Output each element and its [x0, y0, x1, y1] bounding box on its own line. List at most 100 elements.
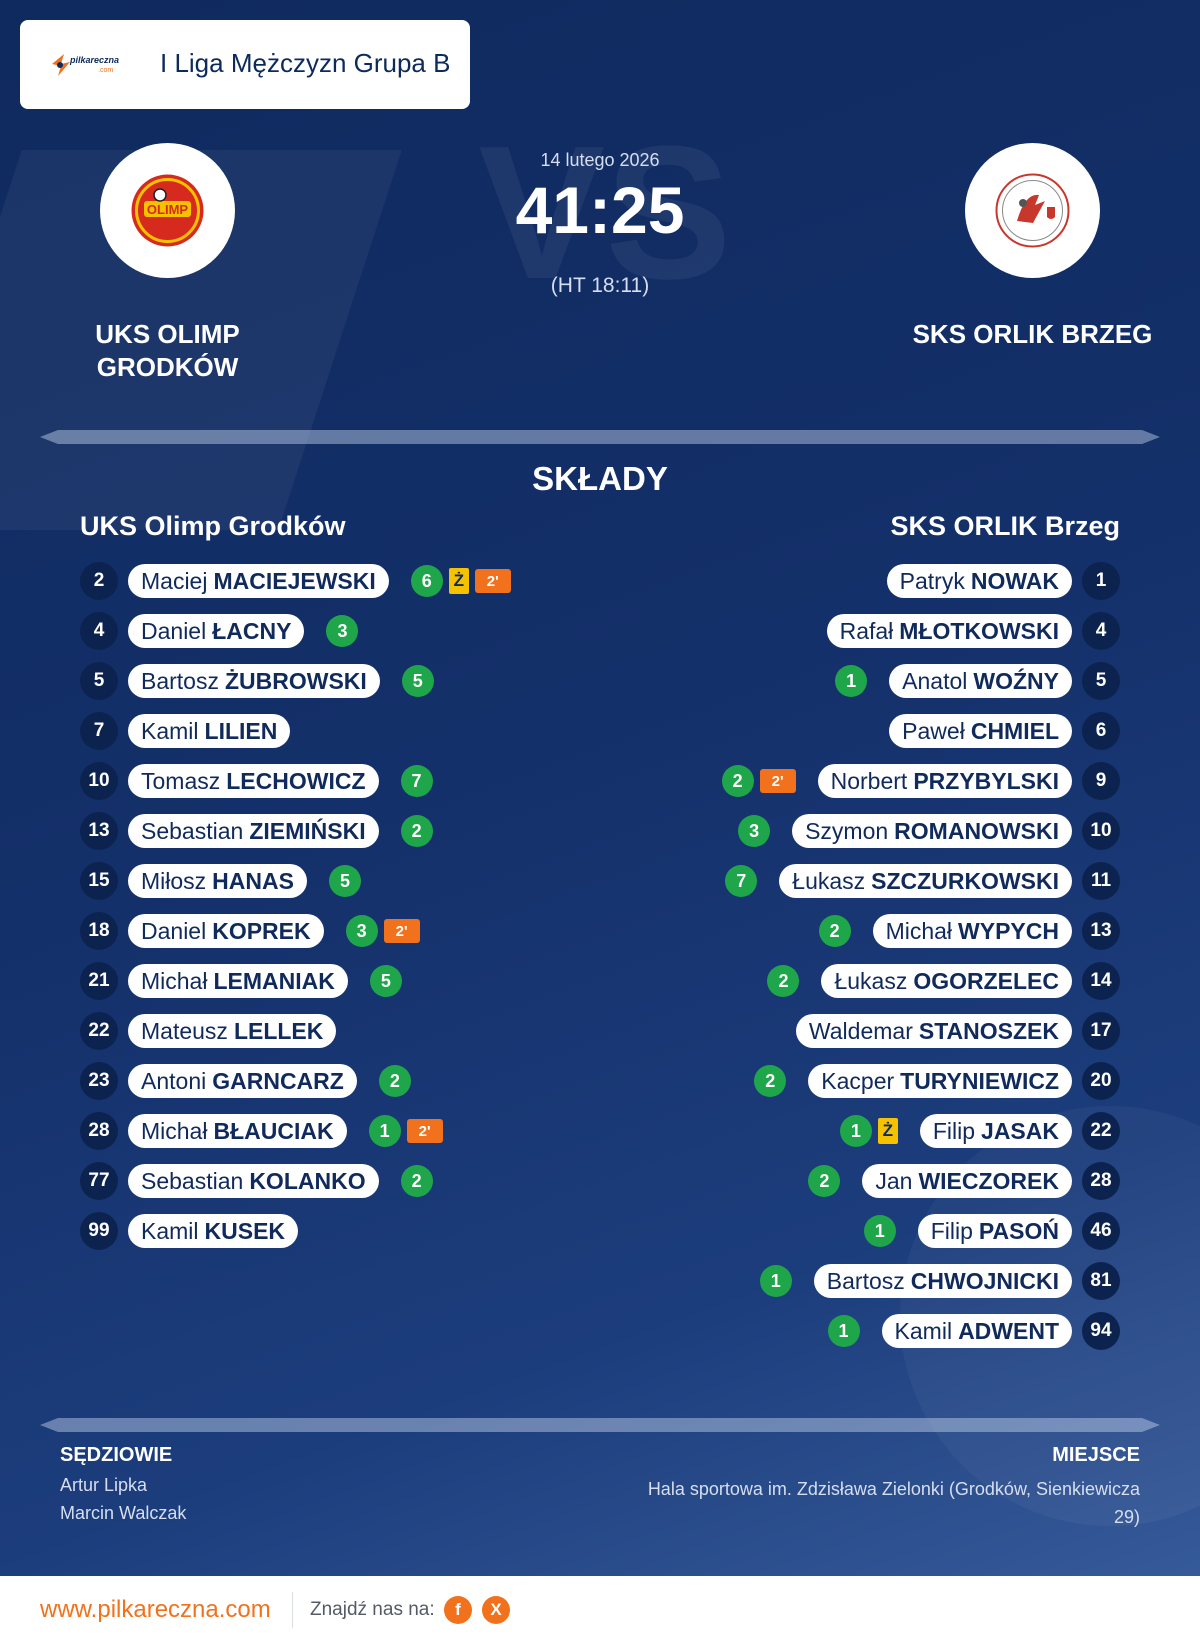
player-row: 3 Szymon ROMANOWSKI 10	[722, 806, 1120, 856]
player-stats: 1	[827, 1315, 860, 1347]
referees-title: SĘDZIOWIE	[60, 1444, 173, 1466]
goals-badge: 1	[759, 1265, 792, 1297]
orlik-crest	[995, 173, 1070, 248]
player-stats: 5	[328, 865, 361, 897]
player-name: Miłosz HANAS	[128, 864, 307, 898]
player-last-name: PASOŃ	[978, 1217, 1059, 1244]
player-first-name: Daniel	[141, 917, 207, 944]
player-row: 18 Daniel KOPREK 3 2'	[80, 906, 511, 956]
player-stats: 2	[400, 1165, 433, 1197]
player-row: 7 Łukasz SZCZURKOWSKI 11	[722, 856, 1120, 906]
player-number: 28	[80, 1112, 118, 1150]
player-stats: 3	[738, 815, 771, 847]
goals-badge: 3	[345, 915, 378, 947]
player-number: 28	[1082, 1162, 1120, 1200]
site-link[interactable]: www.pilkareczna.com	[40, 1596, 271, 1623]
match-date: 14 lutego 2026	[540, 150, 660, 170]
player-name: Sebastian ZIEMIŃSKI	[128, 814, 379, 848]
player-number: 20	[1082, 1062, 1120, 1100]
home-squad-list: 2 Maciej MACIEJEWSKI 6 Ż 2' 4 Daniel ŁACNY 3 5 Bart…	[80, 556, 511, 1256]
player-name: Maciej MACIEJEWSKI	[128, 564, 389, 598]
player-first-name: Filip	[932, 1117, 976, 1144]
player-number: 99	[80, 1212, 118, 1250]
player-stats: 3	[326, 615, 359, 647]
olimp-crest: OLIMP	[131, 174, 204, 247]
player-first-name: Kamil	[141, 1217, 199, 1244]
suspension-badge: 2'	[383, 919, 420, 943]
player-last-name: LECHOWICZ	[226, 767, 366, 794]
player-row: 1 Filip PASOŃ 46	[722, 1206, 1120, 1256]
player-first-name: Łukasz	[792, 867, 866, 894]
player-last-name: STANOSZEK	[918, 1017, 1059, 1044]
logo-subtext: .com	[98, 67, 113, 74]
player-number: 17	[1082, 1012, 1120, 1050]
player-last-name: WIECZOREK	[918, 1167, 1059, 1194]
player-number: 11	[1082, 862, 1120, 900]
player-first-name: Tomasz	[141, 767, 221, 794]
player-stats: 1 2'	[368, 1115, 443, 1147]
player-stats: 1	[759, 1265, 792, 1297]
x-icon[interactable]: X	[482, 1596, 510, 1624]
player-row: Patryk NOWAK 1	[722, 556, 1120, 606]
player-first-name: Sebastian	[141, 817, 244, 844]
player-number: 5	[80, 662, 118, 700]
goals-badge: 1	[863, 1215, 896, 1247]
player-last-name: GARNCARZ	[212, 1067, 344, 1094]
away-team-logo	[965, 143, 1100, 278]
player-row: 10 Tomasz LECHOWICZ 7	[80, 756, 511, 806]
player-number: 6	[1082, 712, 1120, 750]
player-last-name: NOWAK	[970, 567, 1059, 594]
player-stats: 5	[369, 965, 402, 997]
player-first-name: Waldemar	[808, 1017, 913, 1044]
goals-badge: 2	[767, 965, 800, 997]
player-name: Kamil ADWENT	[881, 1314, 1072, 1348]
player-name: Mateusz LELLEK	[128, 1014, 337, 1048]
player-stats: 7	[400, 765, 433, 797]
player-number: 23	[80, 1062, 118, 1100]
footer: www.pilkareczna.com Znajdź nas na: f X	[0, 1576, 1200, 1646]
player-first-name: Szymon	[805, 817, 889, 844]
player-number: 13	[1082, 912, 1120, 950]
player-last-name: ROMANOWSKI	[894, 817, 1059, 844]
player-last-name: JASAK	[981, 1117, 1059, 1144]
player-first-name: Kacper	[821, 1067, 895, 1094]
player-name: Rafał MŁOTKOWSKI	[826, 614, 1072, 648]
player-number: 5	[1082, 662, 1120, 700]
facebook-icon[interactable]: f	[444, 1596, 472, 1624]
venue-value: Hala sportowa im. Zdzisława Zielonki (Gr…	[647, 1479, 1140, 1527]
halftime-score: (HT 18:11)	[550, 274, 650, 297]
pilkareczna-logo: pilkareczna .com	[52, 54, 119, 76]
player-name: Daniel ŁACNY	[128, 614, 305, 648]
player-row: 99 Kamil KUSEK	[80, 1206, 511, 1256]
goals-badge: 2	[818, 915, 851, 947]
player-stats: 1	[863, 1215, 896, 1247]
player-stats: 2 2'	[721, 765, 796, 797]
player-row: 77 Sebastian KOLANKO 2	[80, 1156, 511, 1206]
player-row: Waldemar STANOSZEK 17	[722, 1006, 1120, 1056]
divider	[40, 1418, 1160, 1432]
player-stats: 5	[401, 665, 434, 697]
goals-badge: 5	[328, 865, 361, 897]
player-first-name: Jan	[875, 1167, 913, 1194]
olimp-crest-text: OLIMP	[147, 202, 188, 217]
player-first-name: Antoni	[141, 1067, 207, 1094]
player-row: 5 Bartosz ŻUBROWSKI 5	[80, 656, 511, 706]
player-last-name: ADWENT	[958, 1317, 1059, 1344]
player-number: 14	[1082, 962, 1120, 1000]
player-number: 4	[80, 612, 118, 650]
goals-badge: 7	[725, 865, 758, 897]
player-row: 2 Jan WIECZOREK 28	[722, 1156, 1120, 1206]
home-squad-title: UKS Olimp Grodków	[80, 511, 346, 541]
player-first-name: Kamil	[141, 717, 199, 744]
divider	[40, 430, 1160, 444]
player-row: 15 Miłosz HANAS 5	[80, 856, 511, 906]
player-name: Jan WIECZOREK	[862, 1164, 1072, 1198]
player-number: 81	[1082, 1262, 1120, 1300]
player-row: Paweł CHMIEL 6	[722, 706, 1120, 756]
player-last-name: MACIEJEWSKI	[213, 567, 376, 594]
player-last-name: LELLEK	[233, 1017, 324, 1044]
player-row: 21 Michał LEMANIAK 5	[80, 956, 511, 1006]
suspension-badge: 2'	[406, 1119, 443, 1143]
player-last-name: SZCZURKOWSKI	[871, 867, 1059, 894]
